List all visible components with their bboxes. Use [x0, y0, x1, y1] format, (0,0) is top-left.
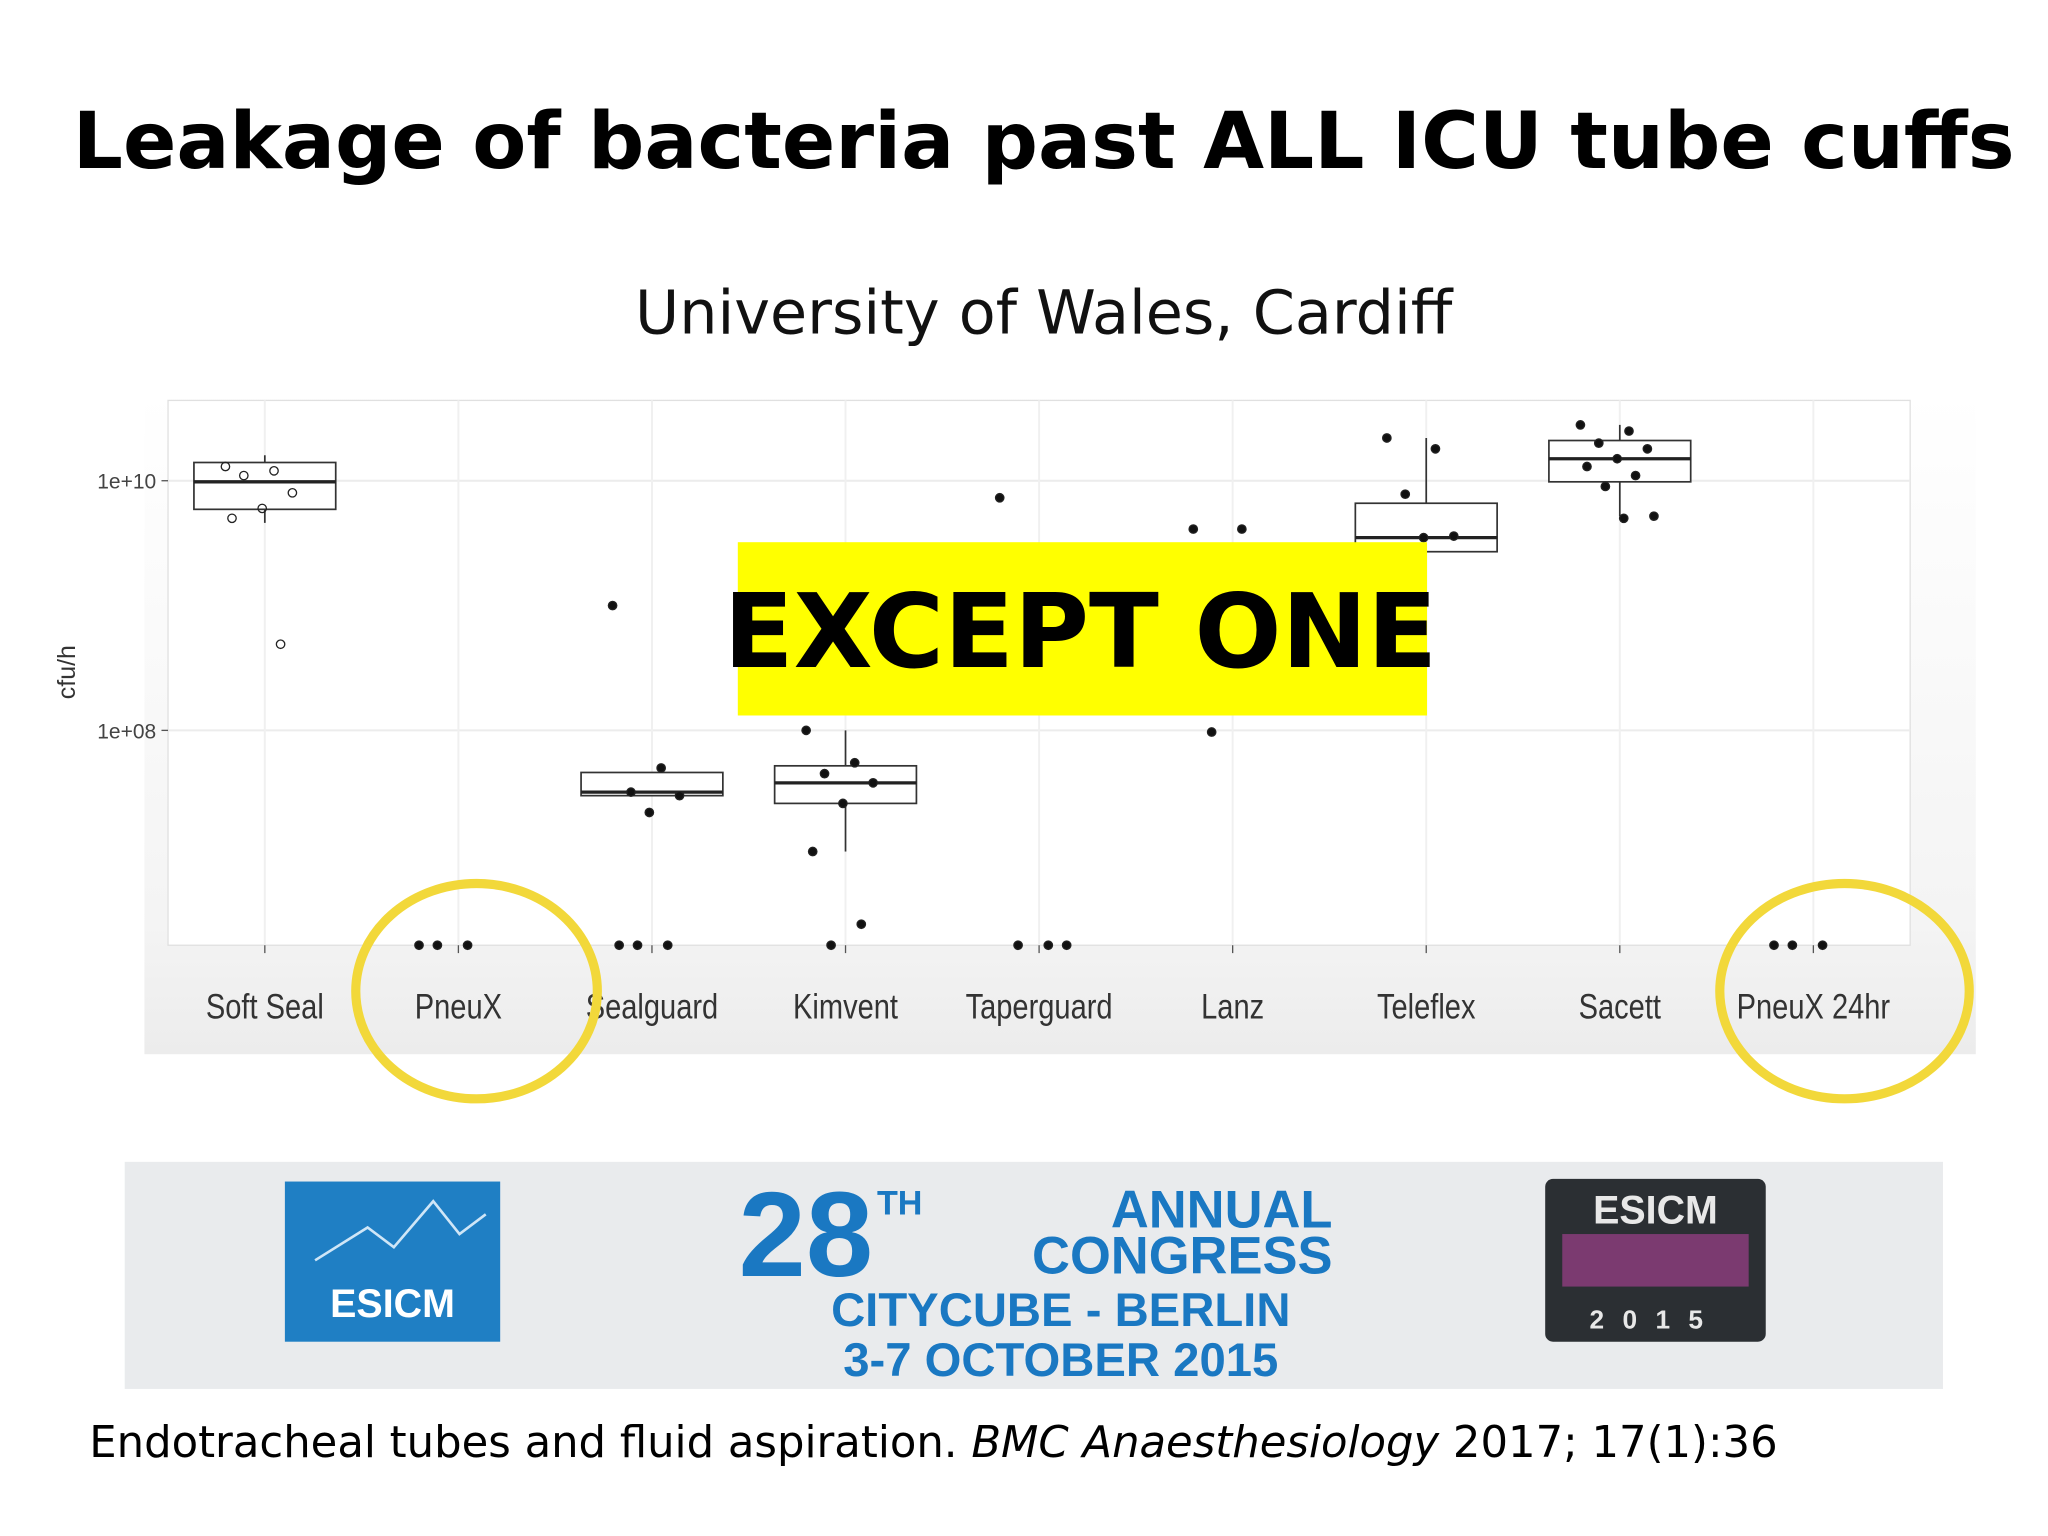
citation-text: 2017; 17(1):36	[1439, 1418, 1778, 1468]
data-point	[826, 940, 836, 951]
data-point	[838, 798, 848, 809]
data-point	[462, 940, 473, 951]
x-tick-label: Sealguard	[586, 987, 718, 1026]
data-point	[414, 940, 424, 951]
y-tick-label: 1e+08	[97, 720, 156, 743]
data-point	[287, 487, 298, 498]
data-point	[257, 503, 268, 514]
slide-subtitle: University of Wales, Cardiff	[635, 278, 1454, 348]
x-tick-label: Taperguard	[966, 987, 1113, 1026]
data-point	[275, 639, 286, 650]
x-tick-label: Lanz	[1201, 987, 1264, 1026]
box	[580, 771, 724, 797]
banner-line: 3-7 OCTOBER 2015	[843, 1334, 1278, 1387]
citation-journal: BMC Anaesthesiology	[971, 1418, 1440, 1468]
data-point	[1061, 940, 1072, 951]
logo-right-text: ESICM	[1593, 1189, 1718, 1233]
data-point	[1582, 461, 1592, 472]
data-point	[1188, 524, 1199, 534]
data-point	[819, 768, 830, 779]
data-point	[674, 790, 685, 801]
highlight-circle	[351, 878, 602, 1104]
data-point	[607, 600, 618, 611]
banner-line: CONGRESS	[1032, 1226, 1332, 1285]
data-point	[1649, 511, 1659, 522]
citation-text: Endotracheal tubes and fluid aspiration.	[89, 1418, 971, 1468]
data-point	[632, 940, 643, 951]
data-point	[644, 807, 655, 818]
data-point	[1618, 513, 1629, 524]
banner-number: 28	[739, 1167, 873, 1302]
data-point	[868, 777, 878, 788]
x-tick-label: Kimvent	[793, 987, 898, 1026]
logo-left	[284, 1181, 501, 1342]
data-point	[656, 763, 667, 773]
data-point	[1206, 727, 1217, 737]
logo-art	[314, 1199, 487, 1262]
data-point	[1575, 420, 1586, 430]
box	[193, 461, 337, 511]
data-point	[1013, 940, 1023, 951]
data-point	[1600, 481, 1611, 492]
logo-left-text: ESICM	[330, 1282, 455, 1326]
data-point	[801, 725, 812, 736]
data-point	[849, 757, 860, 768]
data-point	[662, 940, 673, 951]
data-point	[614, 940, 624, 951]
data-point	[1418, 532, 1429, 543]
banner-suffix: TH	[877, 1184, 923, 1222]
data-point	[1642, 444, 1653, 454]
logo-right-year: 2015	[1590, 1305, 1722, 1335]
data-point	[269, 465, 279, 476]
data-point	[1448, 531, 1459, 541]
banner-line: ANNUAL	[1111, 1180, 1333, 1239]
data-point	[1043, 940, 1054, 951]
x-tick-label: Sacett	[1579, 987, 1661, 1026]
data-point	[856, 919, 867, 930]
x-tick-label: Soft Seal	[206, 987, 324, 1026]
logo-art	[1562, 1234, 1749, 1287]
box	[773, 764, 918, 805]
data-point	[1400, 489, 1411, 500]
slide-title: Leakage of bacteria past ALL ICU tube cu…	[73, 95, 2015, 187]
data-point	[220, 461, 231, 472]
data-point	[807, 846, 818, 857]
data-point	[1430, 444, 1441, 454]
data-point	[1630, 470, 1641, 481]
citation: Endotracheal tubes and fluid aspiration.…	[89, 1418, 1777, 1468]
data-point	[994, 492, 1005, 503]
annotation-box	[737, 542, 1428, 716]
data-point	[1769, 940, 1779, 951]
data-point	[1612, 453, 1623, 464]
chart: 1e+08 1e+10 cfu/h Soft Seal PneuX Sealguard Ki…	[53, 400, 1911, 1026]
data-point	[1787, 940, 1798, 951]
data-point	[1624, 426, 1634, 436]
annotation: EXCEPT ONE	[724, 573, 1438, 692]
banner-line: CITYCUBE - BERLIN	[831, 1284, 1290, 1337]
highlight-circle	[1715, 878, 1974, 1104]
y-axis-label: cfu/h	[53, 645, 81, 699]
data-point	[1236, 524, 1247, 534]
data-point	[626, 787, 636, 798]
data-point	[227, 513, 237, 524]
data-point	[1817, 940, 1828, 951]
y-tick-label: 1e+10	[97, 471, 156, 494]
x-tick-label: Teleflex	[1377, 987, 1476, 1026]
x-tick-label: PneuX 24hr	[1737, 987, 1891, 1026]
data-point	[432, 940, 443, 951]
data-point	[1381, 433, 1392, 443]
x-tick-label: PneuX	[415, 987, 502, 1026]
data-point	[1593, 438, 1604, 449]
data-point	[238, 470, 249, 481]
